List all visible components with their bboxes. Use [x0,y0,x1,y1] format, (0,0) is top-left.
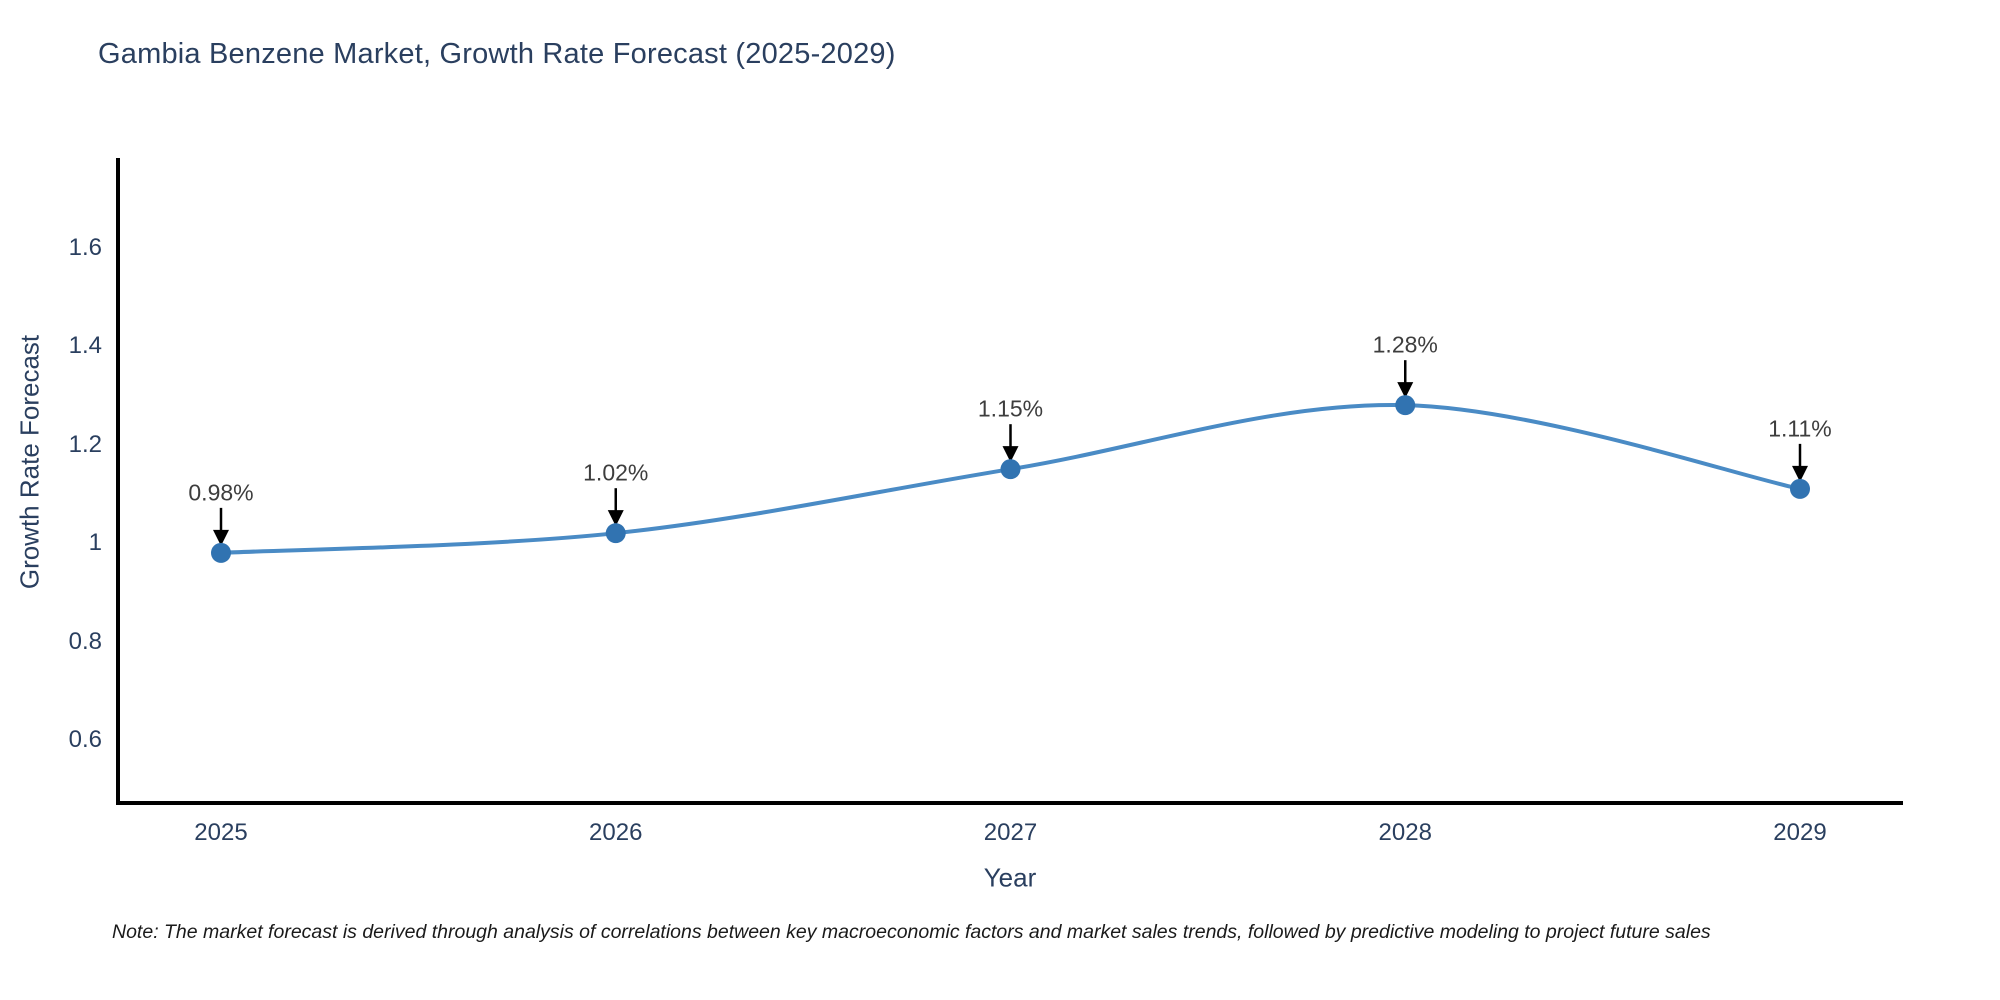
annotation-arrow-head [607,510,624,527]
y-tick-label-1: 1 [88,529,102,557]
annotation-arrow-head [213,529,229,546]
y-tick-label-0.6: 0.6 [68,725,102,753]
chart-title: Gambia Benzene Market, Growth Rate Forec… [98,38,896,70]
point-annotation-2027: 1.15% [977,395,1044,422]
x-tick-label-2028: 2028 [1378,819,1432,846]
footnote: Note: The market forecast is derived thr… [112,921,1711,943]
y-tick-label-0.8: 0.8 [68,627,102,655]
x-tick-label-2029: 2029 [1773,819,1827,846]
y-tick-label-1.2: 1.2 [68,430,102,458]
x-axis-title: Year [983,862,1037,893]
data-point-2027[interactable] [1000,459,1021,480]
annotation-arrow-head [1397,382,1414,399]
point-annotation-2028: 1.28% [1372,331,1438,358]
point-annotation-2025: 0.98% [188,479,254,506]
data-point-2026[interactable] [605,523,626,544]
point-annotation-2026: 1.02% [583,459,649,486]
point-annotation-2029: 1.11% [1768,415,1832,442]
y-tick-label-1.4: 1.4 [68,332,102,360]
annotation-arrow-head [1792,465,1808,482]
data-point-2029[interactable] [1790,478,1810,499]
x-tick-label-2027: 2027 [983,819,1038,846]
data-point-2025[interactable] [211,542,231,563]
x-tick-label-2026: 2026 [589,819,643,846]
annotation-arrow-head [1002,446,1019,463]
x-tick-label-2025: 2025 [194,819,248,846]
y-tick-label-1.6: 1.6 [68,233,102,261]
data-point-2028[interactable] [1395,395,1416,416]
